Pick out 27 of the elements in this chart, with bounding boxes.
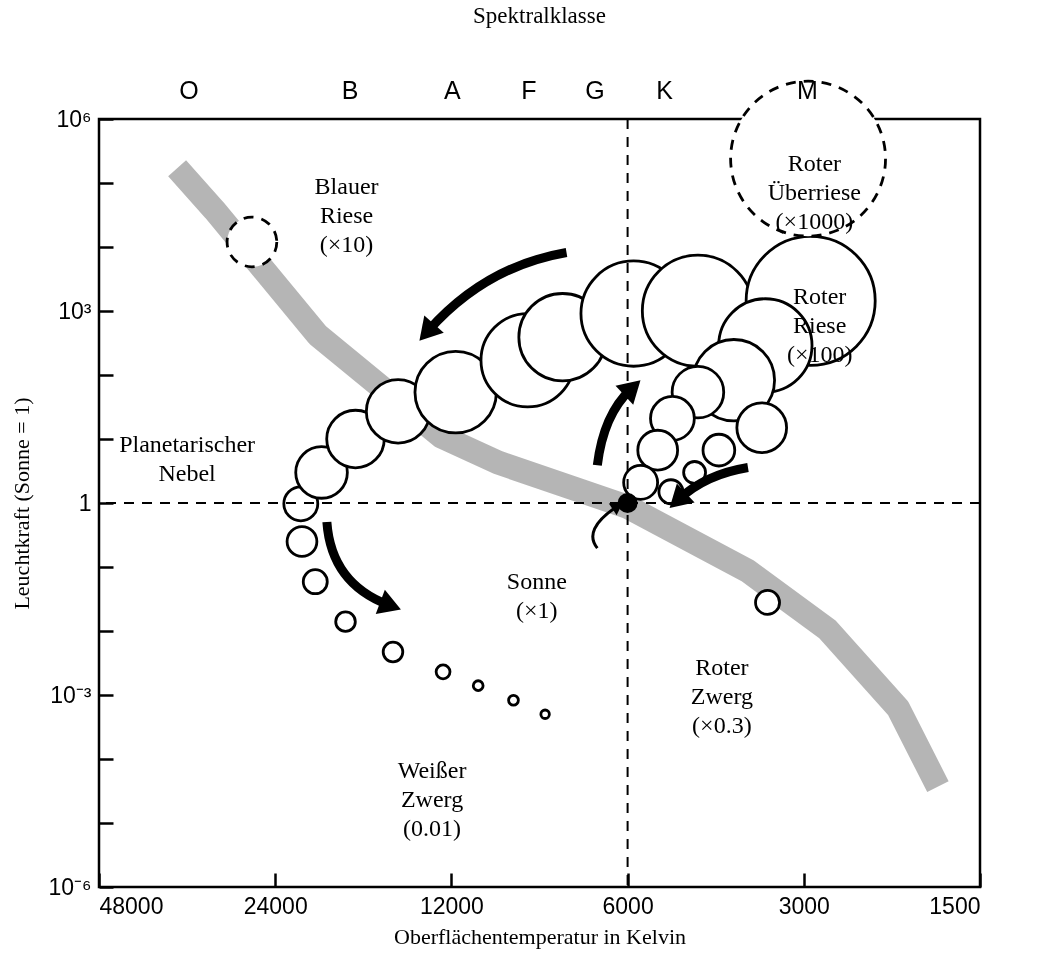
y-tick-label: 10³ (58, 297, 92, 324)
x-tick-label: 6000 (602, 892, 654, 919)
annotation: Roter Überriese (×1000) (767, 149, 862, 234)
y-tick-label: 10⁶ (56, 105, 92, 132)
text: B (341, 76, 359, 105)
x-axis-title: Oberflächentemperatur in Kelvin (394, 923, 686, 949)
chart-title: Spektralklasse (473, 2, 606, 28)
annotation: Roter Zwerg (×0.3) (690, 654, 753, 739)
text: A (443, 76, 461, 105)
x-tick-label: 48000 (99, 892, 164, 919)
text: M (796, 76, 818, 105)
annotation: Planetarischer Nebel (119, 431, 256, 487)
annotation: Weißer Zwerg (0.01) (397, 757, 467, 842)
y-tick-label: 1 (78, 489, 92, 516)
x-tick-label: 3000 (778, 892, 830, 919)
text: O (179, 76, 199, 105)
y-tick-label: 10⁻⁶ (48, 873, 92, 900)
x-tick-label: 12000 (419, 892, 484, 919)
x-tick-label: 1500 (929, 892, 981, 919)
y-axis-title: Leuchtkraft (Sonne = 1) (9, 397, 35, 610)
text: F (521, 76, 537, 105)
x-tick-label: 24000 (243, 892, 308, 919)
annotation: Sonne (×1) (506, 568, 567, 624)
text: G (585, 76, 605, 105)
text: K (656, 76, 674, 105)
y-tick-label: 10⁻³ (50, 681, 92, 708)
annotation: Blauer Riese (×10) (314, 173, 379, 258)
